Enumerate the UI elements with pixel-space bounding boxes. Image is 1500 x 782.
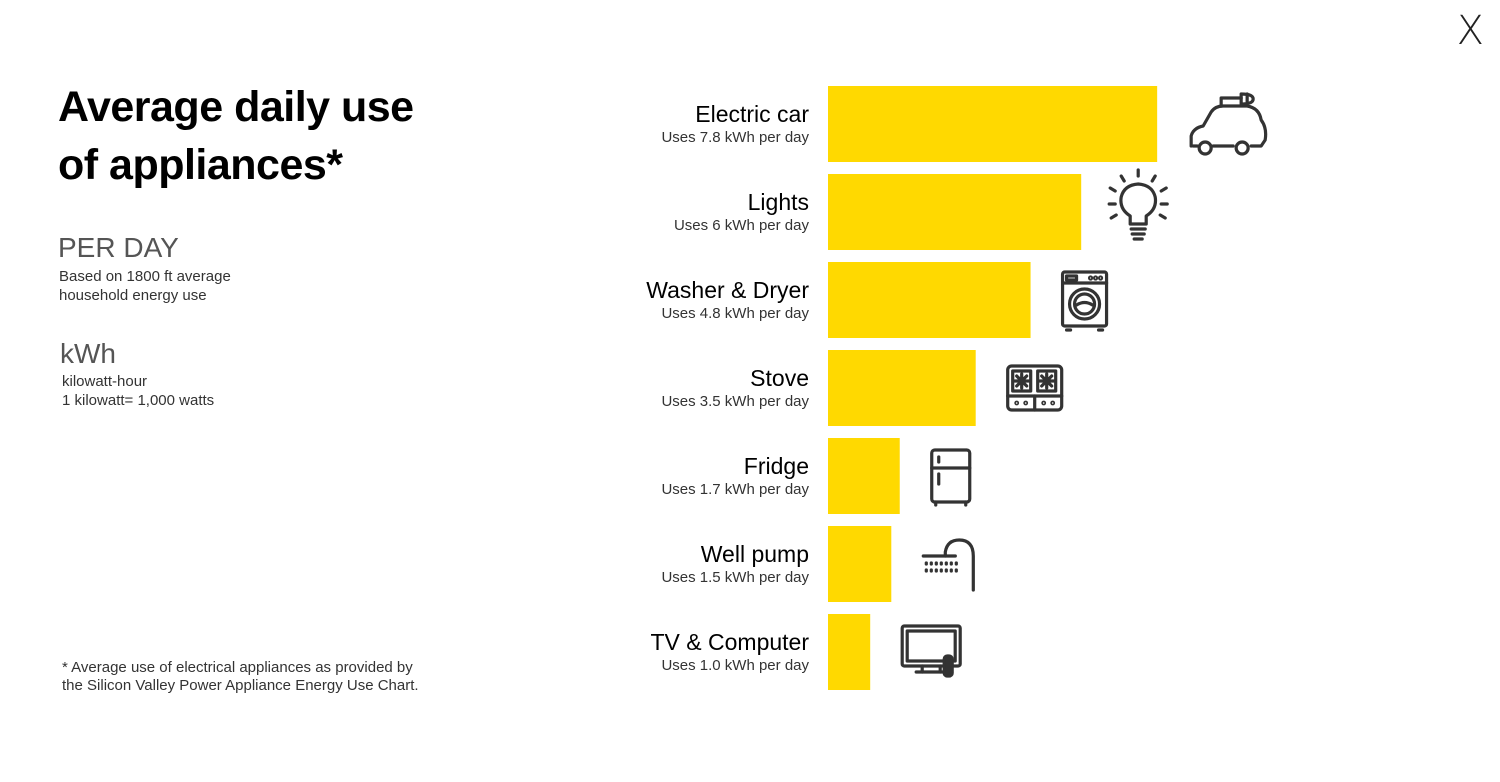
footnote-line-1: * Average use of electrical appliances a…	[62, 659, 413, 676]
washing-machine-icon	[1060, 270, 1109, 332]
value-label: Uses 4.8 kWh per day	[661, 305, 809, 322]
category-label: Electric car	[695, 101, 809, 127]
bar-lights	[828, 174, 1082, 250]
bar-electric-car	[828, 86, 1158, 162]
per-day-line-2: household energy use	[59, 287, 207, 304]
bar-tv-computer	[828, 614, 871, 690]
category-label: Fridge	[744, 453, 809, 479]
bar-chart-svg: Electric car Uses 7.8 kWh per day Lights Us…	[646, 86, 1268, 690]
category-label: TV & Computer	[651, 629, 810, 655]
bar-fridge	[828, 438, 900, 514]
bar-stove	[828, 350, 976, 426]
title-line-1: Average daily use	[58, 83, 414, 131]
category-label: Stove	[750, 365, 809, 391]
fridge-icon	[930, 448, 972, 507]
value-label: Uses 1.7 kWh per day	[661, 481, 809, 498]
category-label: Well pump	[701, 541, 809, 567]
per-day-heading: PER DAY	[58, 232, 179, 263]
stove-icon	[1006, 364, 1064, 412]
electric-car-icon	[1189, 92, 1268, 156]
category-label: Lights	[748, 189, 809, 215]
page-title: Average daily use of appliances*	[58, 78, 478, 194]
value-label: Uses 6 kWh per day	[674, 217, 810, 234]
value-label: Uses 1.0 kWh per day	[661, 657, 809, 674]
lightbulb-icon	[1107, 168, 1169, 241]
kwh-line-1: kilowatt-hour	[62, 373, 148, 390]
bar-washer-dryer	[828, 262, 1031, 338]
category-label: Washer & Dryer	[646, 277, 809, 303]
kwh-heading: kWh	[60, 338, 116, 369]
close-button[interactable]: X	[1456, 8, 1484, 54]
tv-icon	[900, 624, 962, 678]
title-line-2: of appliances*	[58, 141, 343, 189]
bar-well-pump	[828, 526, 892, 602]
value-label: Uses 3.5 kWh per day	[661, 393, 809, 410]
kwh-description: kilowatt-hour 1 kilowatt= 1,000 watts	[62, 372, 214, 410]
footnote-line-2: the Silicon Valley Power Appliance Energ…	[62, 677, 419, 694]
bar-chart: Electric car Uses 7.8 kWh per day Lights Us…	[620, 80, 1340, 700]
per-day-line-1: Based on 1800 ft average	[59, 268, 231, 285]
per-day-description: Based on 1800 ft average household energ…	[59, 267, 231, 305]
shower-icon	[921, 538, 975, 592]
footnote: * Average use of electrical appliances a…	[62, 659, 419, 695]
value-label: Uses 7.8 kWh per day	[661, 129, 809, 146]
value-label: Uses 1.5 kWh per day	[661, 569, 809, 586]
kwh-line-2: 1 kilowatt= 1,000 watts	[62, 392, 215, 409]
